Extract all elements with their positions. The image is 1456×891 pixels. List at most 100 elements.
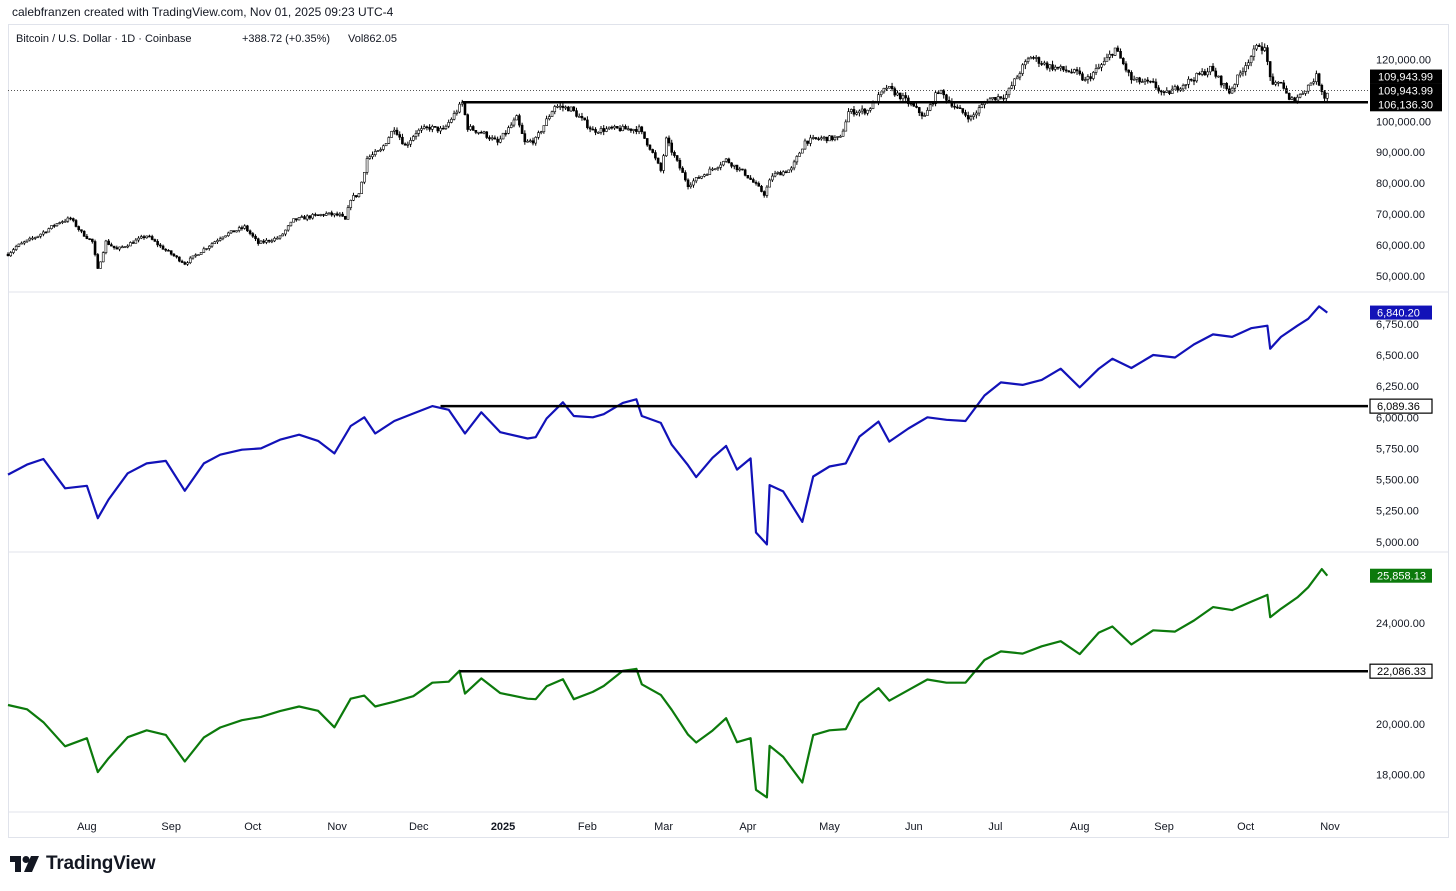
candle <box>675 154 679 162</box>
candle <box>790 166 793 173</box>
candle <box>961 108 965 115</box>
candle <box>319 213 323 217</box>
candle <box>822 135 826 141</box>
candle <box>1021 63 1024 76</box>
candle <box>953 102 956 110</box>
candle <box>96 253 100 269</box>
candle <box>858 109 861 117</box>
candle <box>966 111 970 123</box>
candle <box>738 166 742 172</box>
candle <box>349 199 353 211</box>
candle <box>1032 55 1035 60</box>
candle <box>820 135 823 141</box>
candle <box>403 142 407 146</box>
candle <box>575 107 578 118</box>
candle <box>1097 63 1101 70</box>
candle <box>1252 45 1256 61</box>
candle <box>1323 90 1326 102</box>
candle <box>1040 60 1043 66</box>
candle <box>265 238 268 245</box>
x-tick-label: Nov <box>1320 821 1340 833</box>
candle <box>1100 62 1103 72</box>
candle <box>689 182 693 189</box>
x-tick-label: Oct <box>1237 821 1254 833</box>
candle <box>17 243 21 248</box>
candle <box>1154 78 1158 90</box>
candle <box>1306 84 1310 94</box>
candle <box>518 113 521 128</box>
candle <box>1086 74 1090 84</box>
candle <box>741 168 744 171</box>
candle <box>360 181 363 194</box>
candle <box>1053 64 1057 72</box>
candle <box>31 235 34 241</box>
candle <box>828 135 831 142</box>
candle <box>743 168 747 177</box>
candle <box>594 127 597 136</box>
candle <box>836 136 839 141</box>
candle <box>792 159 796 171</box>
candle <box>667 135 671 147</box>
candle <box>77 225 81 232</box>
candle <box>139 234 143 240</box>
candle <box>654 150 657 161</box>
candle <box>47 227 51 233</box>
candle <box>110 242 113 247</box>
candle <box>488 135 491 141</box>
candle <box>1285 85 1288 94</box>
candle <box>550 110 554 117</box>
ndx-level-badge-bg <box>1369 663 1433 679</box>
candle <box>977 104 981 117</box>
candle <box>1135 77 1139 83</box>
candle <box>392 127 396 135</box>
candle <box>814 137 818 140</box>
candle <box>686 178 690 190</box>
candle <box>213 240 217 244</box>
candle <box>678 157 682 171</box>
candle <box>324 211 328 217</box>
candle <box>1206 67 1209 78</box>
candle <box>227 231 230 237</box>
candle <box>626 125 630 131</box>
candle <box>1078 67 1082 76</box>
time-axis: Aug Sep Oct Nov Dec 2025 Feb Mar Apr May Jun Jul Aug… <box>77 821 1340 833</box>
candle <box>817 136 820 141</box>
candle <box>66 216 70 223</box>
candle <box>246 224 249 232</box>
candle <box>365 155 369 175</box>
candle <box>1116 45 1120 53</box>
candle <box>1304 90 1307 96</box>
tradingview-logo[interactable]: TradingView <box>10 852 156 876</box>
candle <box>88 238 91 241</box>
candle <box>1233 83 1237 93</box>
candle <box>716 166 720 171</box>
candle <box>1157 85 1160 94</box>
candle <box>1222 82 1226 89</box>
chart-credit: calebfranzen created with TradingView.co… <box>12 5 394 19</box>
candle <box>300 214 304 218</box>
candle <box>104 239 108 255</box>
spx-level-badge: 6,089.36 <box>1377 401 1420 413</box>
y-tick-label: 120,000.00 <box>1376 54 1431 66</box>
candle <box>1195 72 1199 83</box>
candle <box>926 107 929 116</box>
candle <box>1162 90 1166 96</box>
candle <box>134 238 138 244</box>
candle <box>1192 77 1196 86</box>
candle <box>80 229 83 234</box>
candle <box>82 230 86 237</box>
candle <box>284 229 287 237</box>
candle <box>1170 85 1174 94</box>
candle <box>800 148 804 154</box>
candle <box>564 105 567 111</box>
candle <box>412 134 415 142</box>
candle <box>616 125 619 129</box>
candle <box>126 244 129 249</box>
candle <box>431 124 434 133</box>
y-tick-label: 20,000.00 <box>1376 719 1425 731</box>
candle <box>1277 81 1280 87</box>
candle <box>752 177 755 183</box>
candle <box>1255 43 1258 51</box>
candle <box>335 211 339 217</box>
support-level-badge-bg <box>1370 97 1442 112</box>
